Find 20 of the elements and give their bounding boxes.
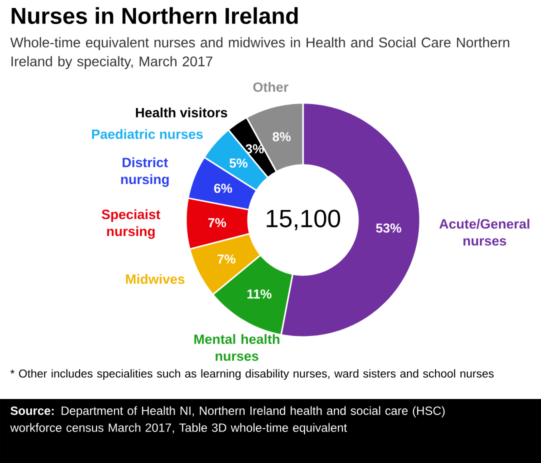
- data-label: 7%: [208, 218, 226, 228]
- slice-label: Other: [253, 82, 288, 92]
- text: * Other includes specialities such as learning disability nurses, ward sisters and school nurses: [10, 369, 494, 380]
- data-label: 53%: [376, 223, 402, 233]
- slice-label: District nursing: [121, 157, 169, 187]
- data-label: 7%: [218, 254, 236, 264]
- data-label: 6%: [214, 184, 232, 193]
- slice-label: Health visitors: [136, 108, 228, 118]
- data-label: 11%: [247, 289, 272, 299]
- chart-title: Nurses in Northern Ireland: [12, 7, 298, 24]
- slice-label: Acute/General nurses: [439, 218, 530, 246]
- chart-subtitle: Whole-time equivalent nurses and midwives in Health and Social Care Northern Ireland by specialty, March 2017: [10, 37, 510, 70]
- data-label: 8%: [272, 132, 291, 142]
- text: 15,100: [266, 210, 340, 230]
- data-label: 5%: [230, 158, 248, 168]
- text: Source: Department of Health NI, Northern Ireland health and social care (HSC) workforce census March 2017, Table 3D whole-time equivalent: [10, 406, 445, 434]
- slice-label: Paediatric nurses: [92, 129, 203, 139]
- slice-label: Speciaist nursing: [102, 209, 160, 239]
- slice-label: Midwives: [126, 274, 184, 284]
- slice-label: Mental health nurses: [194, 334, 280, 361]
